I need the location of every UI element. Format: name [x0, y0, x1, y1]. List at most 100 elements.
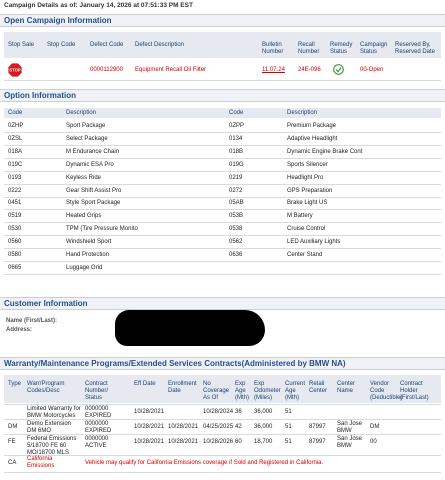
warranty-cell: 10/28/2021 — [134, 409, 165, 415]
note-text: Vehicle may qualify for California Emiss… — [85, 460, 324, 466]
warranty-cell: San Jose BMW — [337, 436, 363, 449]
column-header: Campaign Status — [360, 42, 388, 55]
column-header: Center Name — [337, 381, 356, 394]
option-code: 0134 — [229, 135, 243, 142]
warranty-cell: 87997 — [309, 424, 326, 430]
option-description: GPS Preparation — [287, 187, 333, 194]
column-header: Description — [287, 110, 318, 116]
campaign-status: 00-Open — [360, 67, 384, 73]
row-divider — [4, 248, 441, 250]
warranty-cell: 0000000 ACTIVE — [85, 436, 109, 449]
campaign-details-label: Campaign Details as of: — [4, 2, 78, 9]
row-divider — [4, 144, 441, 146]
row-divider — [4, 170, 441, 172]
campaign-details: Campaign Details as of: January 14, 2026… — [4, 2, 444, 9]
warranty-cell: 10/28/2024 — [203, 409, 234, 415]
option-code: 05AB — [229, 200, 244, 207]
bulletin-number: 11.07.24 — [262, 67, 285, 73]
option-description: Windshield Sport — [66, 239, 112, 246]
option-description: Premium Package — [287, 123, 337, 129]
option-description: Sports Silencer — [287, 161, 328, 168]
option-description: Brake Light US — [287, 200, 328, 207]
option-description: Headlight Pro — [287, 174, 324, 181]
warranty-cell: Limited Warranty for BMW Motorcycles — [27, 406, 81, 419]
row-divider — [4, 132, 441, 133]
option-code: 019C — [8, 161, 23, 168]
warranty-cell: 60 — [235, 439, 242, 445]
name-label: Name (First/Last): — [6, 318, 58, 324]
warranty-cell: 36,000 — [254, 409, 273, 415]
row-divider — [4, 455, 441, 456]
campaign-details-value: January 14, 2026 at 07:51:33 PM EST — [77, 2, 193, 9]
column-header: Remedy Status — [330, 42, 353, 55]
warranty-cell: Federal Emissions 5/18700 FE 60 MO/18700… — [27, 436, 77, 456]
row-divider — [4, 80, 441, 81]
option-code: 0519 — [8, 213, 22, 220]
option-description: LED Auxiliary Lights — [287, 239, 341, 246]
option-description: M Endurance Chain — [66, 148, 120, 155]
option-code: 0222 — [8, 187, 22, 194]
option-code: 0560 — [8, 239, 22, 246]
remedy-check-icon — [333, 64, 344, 75]
warranty-cell: 51 — [285, 409, 292, 415]
option-description: Hand Protection — [66, 252, 110, 258]
option-description: Center Stand — [287, 252, 323, 258]
column-header: Bulletin Number — [262, 42, 284, 55]
warranty-cell: 18,700 — [254, 439, 273, 445]
option-description: Select Package — [66, 135, 108, 142]
row-divider — [4, 434, 441, 435]
option-description: Gear Shift Assist Pro — [66, 187, 122, 194]
option-description: Keyless Ride — [66, 174, 102, 181]
column-header: Stop Sale — [8, 42, 35, 48]
column-header: Warr/Program Codes/Desc — [27, 381, 65, 394]
row-divider — [4, 235, 441, 237]
option-code: 0ZPP — [229, 123, 245, 129]
column-header: Defect Description — [135, 42, 185, 48]
option-code: 0530 — [8, 226, 22, 233]
warranty-cell: FE — [8, 439, 16, 445]
option-code: 0580 — [8, 252, 22, 258]
row-divider — [4, 261, 441, 262]
option-code: 0451 — [8, 200, 22, 207]
option-code: 053B — [229, 213, 244, 220]
column-header: Eff Date — [134, 381, 156, 387]
section-title: Open Campaign Information — [0, 14, 445, 27]
column-header: Stop Code — [47, 42, 76, 48]
option-code: 0ZHP — [8, 123, 24, 129]
stop-icon-label: STOP — [9, 68, 21, 73]
column-header: Description — [66, 110, 97, 116]
warranty-cell: 0000000 EXPIRED — [85, 406, 112, 419]
row-divider — [4, 222, 441, 224]
option-code: 0538 — [229, 226, 243, 233]
row-divider — [4, 273, 441, 275]
warranty-cell: 51 — [285, 439, 292, 445]
warranty-cell: 36,000 — [254, 424, 273, 430]
column-header: Exp Odometer (Miles) — [254, 381, 281, 401]
column-header: Contract Number/ Status — [85, 381, 109, 401]
column-header: Enrollment Date — [168, 381, 197, 394]
option-code: 0193 — [8, 174, 22, 181]
option-code: 018A — [8, 148, 23, 155]
option-code: 0272 — [229, 187, 243, 194]
option-description: Cruise Control — [287, 226, 326, 233]
note-type: CA — [8, 460, 17, 466]
option-description: Sport Package — [66, 123, 106, 129]
warranty-cell: 10/28/2026 — [203, 439, 234, 445]
warranty-cell: 87997 — [309, 439, 326, 445]
defect-description: Equipment Recall Oil Filter — [135, 67, 207, 73]
warranty-cell: Demo Extension DM 6MO — [27, 421, 72, 434]
option-code: 0665 — [8, 264, 22, 271]
option-code: 018B — [229, 148, 244, 155]
column-header: Code — [8, 110, 23, 116]
option-description: M Battery — [287, 213, 313, 220]
row-divider — [4, 472, 441, 473]
column-header: Contract Holder (First/Last) — [400, 381, 429, 401]
table-header-band — [4, 108, 441, 118]
column-header: Recall Number — [298, 42, 320, 55]
column-header: No Coverage As Of — [203, 381, 230, 401]
row-divider — [4, 404, 441, 405]
warranty-cell: 10/28/2021 — [168, 439, 199, 445]
option-description: Luggage Grid — [66, 264, 103, 271]
defect-code: 0000112900 — [90, 67, 123, 73]
